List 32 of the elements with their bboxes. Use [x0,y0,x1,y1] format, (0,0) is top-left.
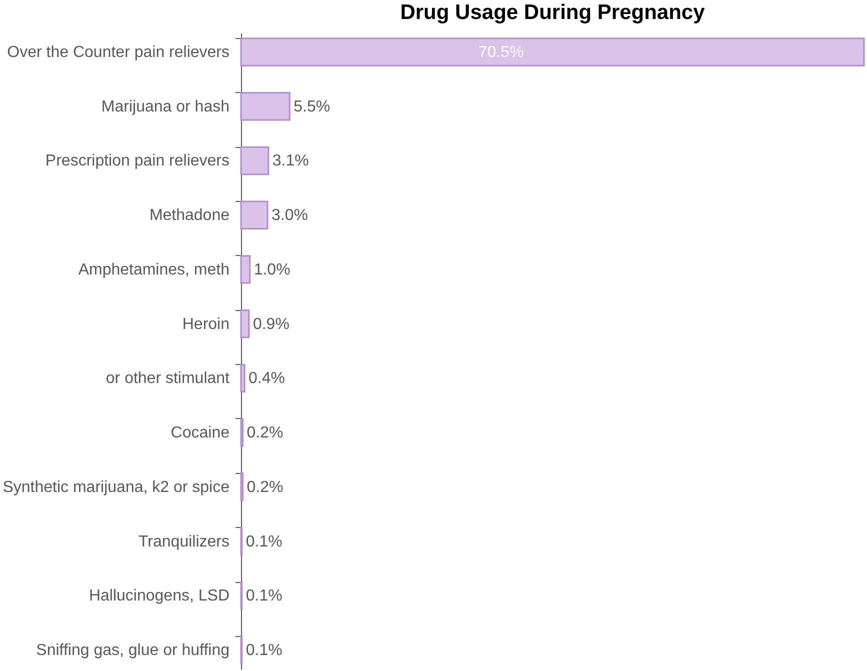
data-label: 70.5% [478,44,524,62]
data-label: 0.9% [252,316,290,333]
bar [240,146,270,176]
y-tick-label: Hallucinogens, LSD [88,588,230,605]
y-tick-label: Tranquilizers [138,533,230,550]
y-tick-label: Prescription pain relievers [45,152,230,170]
data-label: 3.1% [272,152,309,170]
y-tick-label: Methadone [149,207,230,224]
y-tick-label: Amphetamines, meth [78,261,230,278]
data-label: 3.0% [272,207,308,224]
bar [240,255,251,284]
y-tick-label: Marijuana or hash [101,98,230,116]
bar [240,92,290,121]
data-label: 1.0% [254,261,290,278]
y-tick-label: Heroin [182,316,230,333]
data-label: 0.4% [248,370,286,388]
data-label: 0.1% [246,588,282,605]
data-label: 5.5% [294,98,330,116]
data-label: 0.1% [246,642,282,659]
data-label: 0.1% [246,533,282,550]
bar [240,364,246,393]
y-tick-label: Cocaine [170,424,230,442]
y-tick-label: Sniffing gas, glue or huffing [36,642,230,659]
y-tick-label: Synthetic marijuana, k2 or spice [2,478,230,496]
bar [240,38,865,66]
chart-title: Drug Usage During Pregnancy [400,1,706,24]
bar [240,309,250,338]
data-label: 0.2% [246,424,284,442]
y-tick-label: or other stimulant [106,370,230,388]
y-tick-label: Over the Counter pain relievers [7,44,230,62]
bar [240,200,268,230]
data-label: 0.2% [246,478,284,496]
